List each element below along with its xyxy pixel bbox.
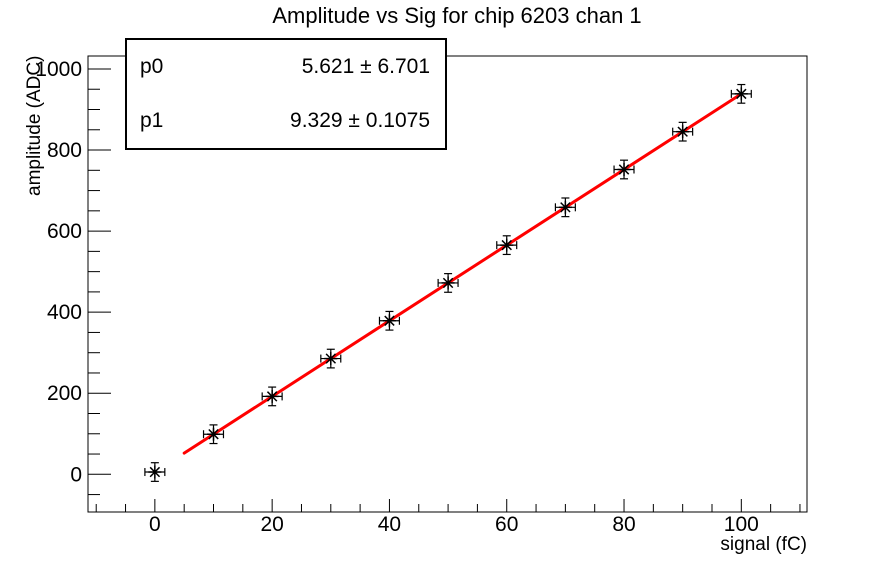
star-marker-icon (558, 200, 572, 214)
stats-row-p0: p0 5.621 ± 6.701 (127, 40, 445, 94)
x-tick-label: 100 (724, 513, 759, 536)
star-marker-icon (148, 465, 162, 479)
fit-stats-box: p0 5.621 ± 6.701 p1 9.329 ± 0.1075 (125, 38, 447, 150)
y-tick-label: 200 (47, 382, 82, 405)
star-marker-icon (265, 389, 279, 403)
x-tick-label: 60 (495, 513, 518, 536)
y-tick-label: 400 (47, 301, 82, 324)
data-point (437, 273, 459, 293)
data-point (144, 462, 166, 482)
y-axis: 0 200 400 600 800 1000 (35, 58, 111, 496)
stat-p1-label: p1 (140, 109, 164, 132)
star-marker-icon (676, 125, 690, 139)
x-tick-label: 40 (378, 513, 401, 536)
x-axis-title: signal (fC) (720, 534, 807, 555)
y-tick-label: 600 (47, 220, 82, 243)
data-point (202, 424, 225, 445)
data-point (730, 83, 752, 104)
star-marker-icon (324, 352, 338, 366)
data-point (672, 121, 694, 142)
stat-p0-label: p0 (140, 55, 164, 78)
data-point (261, 386, 283, 407)
stats-row-p1: p1 9.329 ± 0.1075 (127, 94, 445, 148)
y-axis-title: amplitude (ADC) (24, 55, 45, 196)
data-point (320, 348, 342, 369)
star-marker-icon (617, 162, 631, 176)
star-marker-icon (441, 276, 455, 290)
data-point (613, 159, 635, 180)
star-marker-icon (734, 87, 748, 101)
x-axis: 0 20 40 60 80 100 (95, 499, 801, 536)
x-tick-label: 80 (612, 513, 635, 536)
stat-p1-value: 9.329 ± 0.1075 (290, 109, 430, 132)
data-point (496, 235, 518, 256)
star-marker-icon (382, 314, 396, 328)
x-tick-label: 0 (149, 513, 161, 536)
x-tick-label: 20 (260, 513, 283, 536)
star-marker-icon (500, 238, 514, 252)
stat-p0-value: 5.621 ± 6.701 (301, 55, 430, 78)
y-tick-label: 1000 (35, 58, 82, 81)
y-tick-label: 0 (70, 463, 82, 486)
star-marker-icon (207, 427, 221, 441)
data-point (378, 310, 401, 331)
y-tick-label: 800 (47, 139, 82, 162)
plot-frame (87, 55, 808, 513)
fit-line (182, 92, 743, 455)
chart-title: Amplitude vs Sig for chip 6203 chan 1 (272, 3, 642, 28)
data-point (554, 197, 576, 218)
